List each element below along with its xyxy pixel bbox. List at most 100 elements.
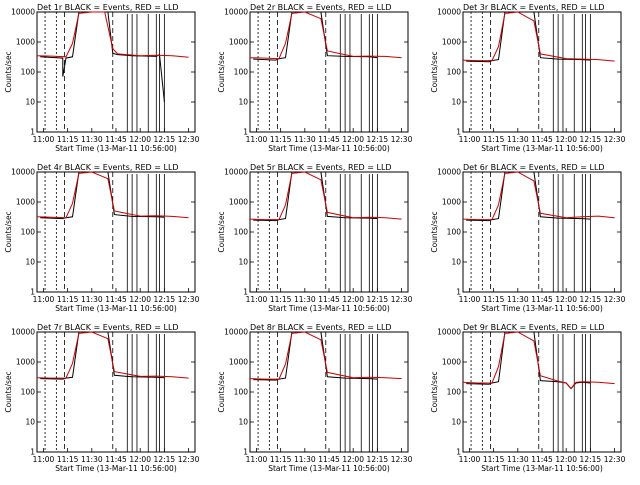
x-tick-label: 12:00 [555, 135, 577, 144]
x-axis-label: Start Time (13-Mar-11 10:56:00) [481, 144, 603, 153]
y-tick-label: 1000 [229, 358, 248, 367]
series-line-events [466, 11, 591, 63]
series-line-lld [36, 11, 189, 58]
panel-title: Det 3r BLACK = Events, RED = LLD [463, 3, 605, 12]
y-tick-label: 1 [456, 128, 461, 137]
x-tick-label: 11:45 [105, 295, 127, 304]
x-tick-label: 12:00 [129, 295, 151, 304]
x-tick-label: 12:00 [342, 455, 364, 464]
x-tick-label: 11:30 [507, 295, 529, 304]
y-tick-label: 10 [451, 98, 461, 107]
x-tick-label: 11:00 [459, 135, 481, 144]
series-line-lld [249, 171, 402, 221]
x-tick-label: 11:45 [531, 455, 553, 464]
x-tick-label: 12:30 [604, 295, 626, 304]
y-tick-label: 10000 [437, 168, 461, 177]
y-tick-label: 10 [238, 98, 248, 107]
y-tick-label: 100 [447, 68, 462, 77]
x-tick-label: 12:30 [178, 455, 200, 464]
y-axis-label: Counts/sec [217, 211, 226, 252]
y-tick-label: 1000 [442, 38, 461, 47]
x-axis-label: Start Time (13-Mar-11 10:56:00) [481, 464, 603, 473]
x-tick-label: 11:00 [459, 455, 481, 464]
y-tick-label: 10000 [11, 168, 35, 177]
x-tick-label: 11:00 [459, 295, 481, 304]
x-axis-label: Start Time (13-Mar-11 10:56:00) [268, 304, 390, 313]
y-tick-label: 1000 [16, 198, 35, 207]
x-tick-label: 11:15 [57, 295, 79, 304]
y-tick-label: 10000 [224, 168, 248, 177]
panel-4: 1 10 100 1000 10000 11:00 11:15 11:30 11:45 12:00… [4, 163, 200, 313]
y-tick-label: 100 [447, 228, 462, 237]
panel-title: Det 2r BLACK = Events, RED = LLD [250, 3, 392, 12]
y-axis-label: Counts/sec [217, 371, 226, 412]
panel-title: Det 6r BLACK = Events, RED = LLD [463, 163, 605, 172]
panel-6: 1 10 100 1000 10000 11:00 11:15 11:30 11:45 12:00… [430, 163, 626, 313]
panel-title: Det 7r BLACK = Events, RED = LLD [37, 323, 179, 332]
x-tick-label: 12:00 [129, 455, 151, 464]
y-tick-label: 1 [30, 448, 35, 457]
x-tick-label: 12:00 [129, 135, 151, 144]
plot-frame [462, 331, 622, 453]
x-tick-label: 11:00 [246, 135, 268, 144]
x-tick-label: 11:00 [246, 455, 268, 464]
plot-frame [462, 11, 622, 133]
x-tick-label: 12:00 [342, 135, 364, 144]
y-tick-label: 10 [25, 418, 35, 427]
x-tick-label: 11:15 [483, 135, 505, 144]
x-axis-label: Start Time (13-Mar-11 10:56:00) [481, 304, 603, 313]
y-axis-label: Counts/sec [4, 371, 13, 412]
y-tick-label: 10 [25, 98, 35, 107]
plot-frame [462, 171, 622, 293]
plot-frame [249, 331, 409, 453]
y-tick-label: 1000 [229, 38, 248, 47]
y-tick-label: 10000 [11, 8, 35, 17]
x-tick-label: 11:45 [318, 295, 340, 304]
plot-frame [249, 11, 409, 133]
plot-frame [249, 171, 409, 293]
x-tick-label: 12:00 [555, 295, 577, 304]
x-tick-label: 12:30 [604, 455, 626, 464]
x-tick-label: 11:30 [507, 455, 529, 464]
panel-title: Det 4r BLACK = Events, RED = LLD [37, 163, 179, 172]
x-tick-label: 11:15 [270, 455, 292, 464]
x-tick-label: 11:30 [294, 295, 316, 304]
x-tick-label: 12:15 [580, 455, 602, 464]
x-tick-label: 11:30 [81, 135, 103, 144]
panel-title: Det 8r BLACK = Events, RED = LLD [250, 323, 392, 332]
x-tick-label: 11:45 [105, 135, 127, 144]
x-tick-label: 11:30 [507, 135, 529, 144]
y-tick-label: 10000 [224, 8, 248, 17]
series-line-events [253, 171, 378, 222]
y-tick-label: 10 [451, 418, 461, 427]
x-tick-label: 11:30 [294, 455, 316, 464]
x-tick-label: 12:30 [391, 135, 413, 144]
x-tick-label: 11:30 [81, 455, 103, 464]
x-tick-label: 12:30 [391, 295, 413, 304]
y-tick-label: 100 [447, 388, 462, 397]
y-tick-label: 100 [21, 228, 36, 237]
x-tick-label: 12:30 [391, 455, 413, 464]
series-line-lld [36, 331, 189, 379]
x-tick-label: 12:15 [154, 295, 176, 304]
y-tick-label: 10 [451, 258, 461, 267]
series-line-lld [462, 331, 615, 390]
y-tick-label: 1000 [442, 198, 461, 207]
y-tick-label: 1000 [16, 38, 35, 47]
panel-2: 1 10 100 1000 10000 11:00 11:15 11:30 11:45 12:00… [217, 3, 413, 153]
plot-frame [36, 171, 196, 293]
panel-5: 1 10 100 1000 10000 11:00 11:15 11:30 11:45 12:00… [217, 163, 413, 313]
x-tick-label: 11:15 [270, 135, 292, 144]
y-tick-label: 10000 [11, 328, 35, 337]
y-tick-label: 10 [238, 258, 248, 267]
y-tick-label: 1 [243, 288, 248, 297]
series-line-events [253, 11, 378, 61]
y-tick-label: 1 [456, 288, 461, 297]
panel-7: 1 10 100 1000 10000 11:00 11:15 11:30 11:45 12:00… [4, 323, 200, 473]
x-tick-label: 11:45 [318, 455, 340, 464]
x-tick-label: 11:00 [246, 295, 268, 304]
x-tick-label: 11:30 [294, 135, 316, 144]
x-tick-label: 11:00 [33, 295, 55, 304]
